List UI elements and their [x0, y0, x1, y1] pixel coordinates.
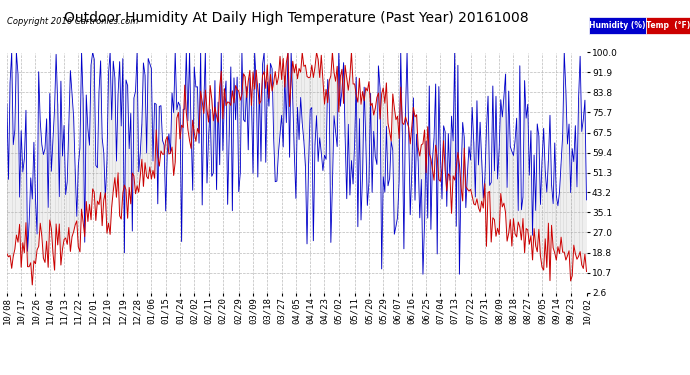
Text: Temp  (°F): Temp (°F): [646, 21, 690, 30]
Text: Outdoor Humidity At Daily High Temperature (Past Year) 20161008: Outdoor Humidity At Daily High Temperatu…: [64, 11, 529, 25]
Text: Humidity (%): Humidity (%): [589, 21, 645, 30]
Text: Copyright 2016 Cartronics.com: Copyright 2016 Cartronics.com: [7, 17, 138, 26]
